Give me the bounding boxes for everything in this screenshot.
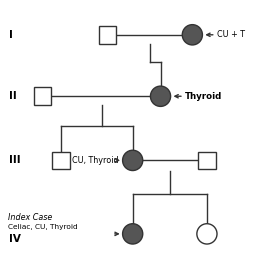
Bar — [99, 26, 116, 44]
Text: Index Case: Index Case — [8, 213, 52, 222]
Text: CU + T: CU + T — [217, 30, 245, 39]
Circle shape — [122, 150, 143, 171]
Circle shape — [150, 86, 171, 106]
Text: II: II — [9, 91, 17, 101]
Circle shape — [197, 224, 217, 244]
Text: III: III — [9, 156, 21, 166]
Bar — [198, 151, 216, 169]
Bar — [52, 151, 70, 169]
Text: Celiac, CU, Thyroid: Celiac, CU, Thyroid — [8, 224, 78, 230]
Text: CU, Thyroid: CU, Thyroid — [72, 156, 118, 165]
Text: IV: IV — [9, 234, 21, 244]
Circle shape — [182, 25, 202, 45]
Text: Thyroid: Thyroid — [185, 92, 222, 101]
Circle shape — [122, 224, 143, 244]
Text: I: I — [9, 30, 13, 40]
Bar — [34, 87, 51, 105]
